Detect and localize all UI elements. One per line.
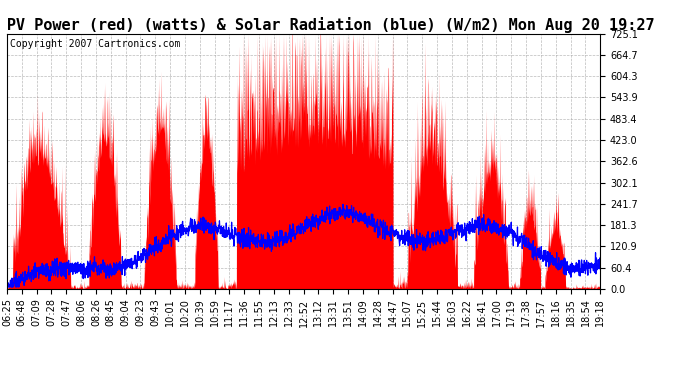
Title: Total PV Power (red) (watts) & Solar Radiation (blue) (W/m2) Mon Aug 20 19:27: Total PV Power (red) (watts) & Solar Rad… — [0, 16, 655, 33]
Text: Copyright 2007 Cartronics.com: Copyright 2007 Cartronics.com — [10, 39, 180, 49]
